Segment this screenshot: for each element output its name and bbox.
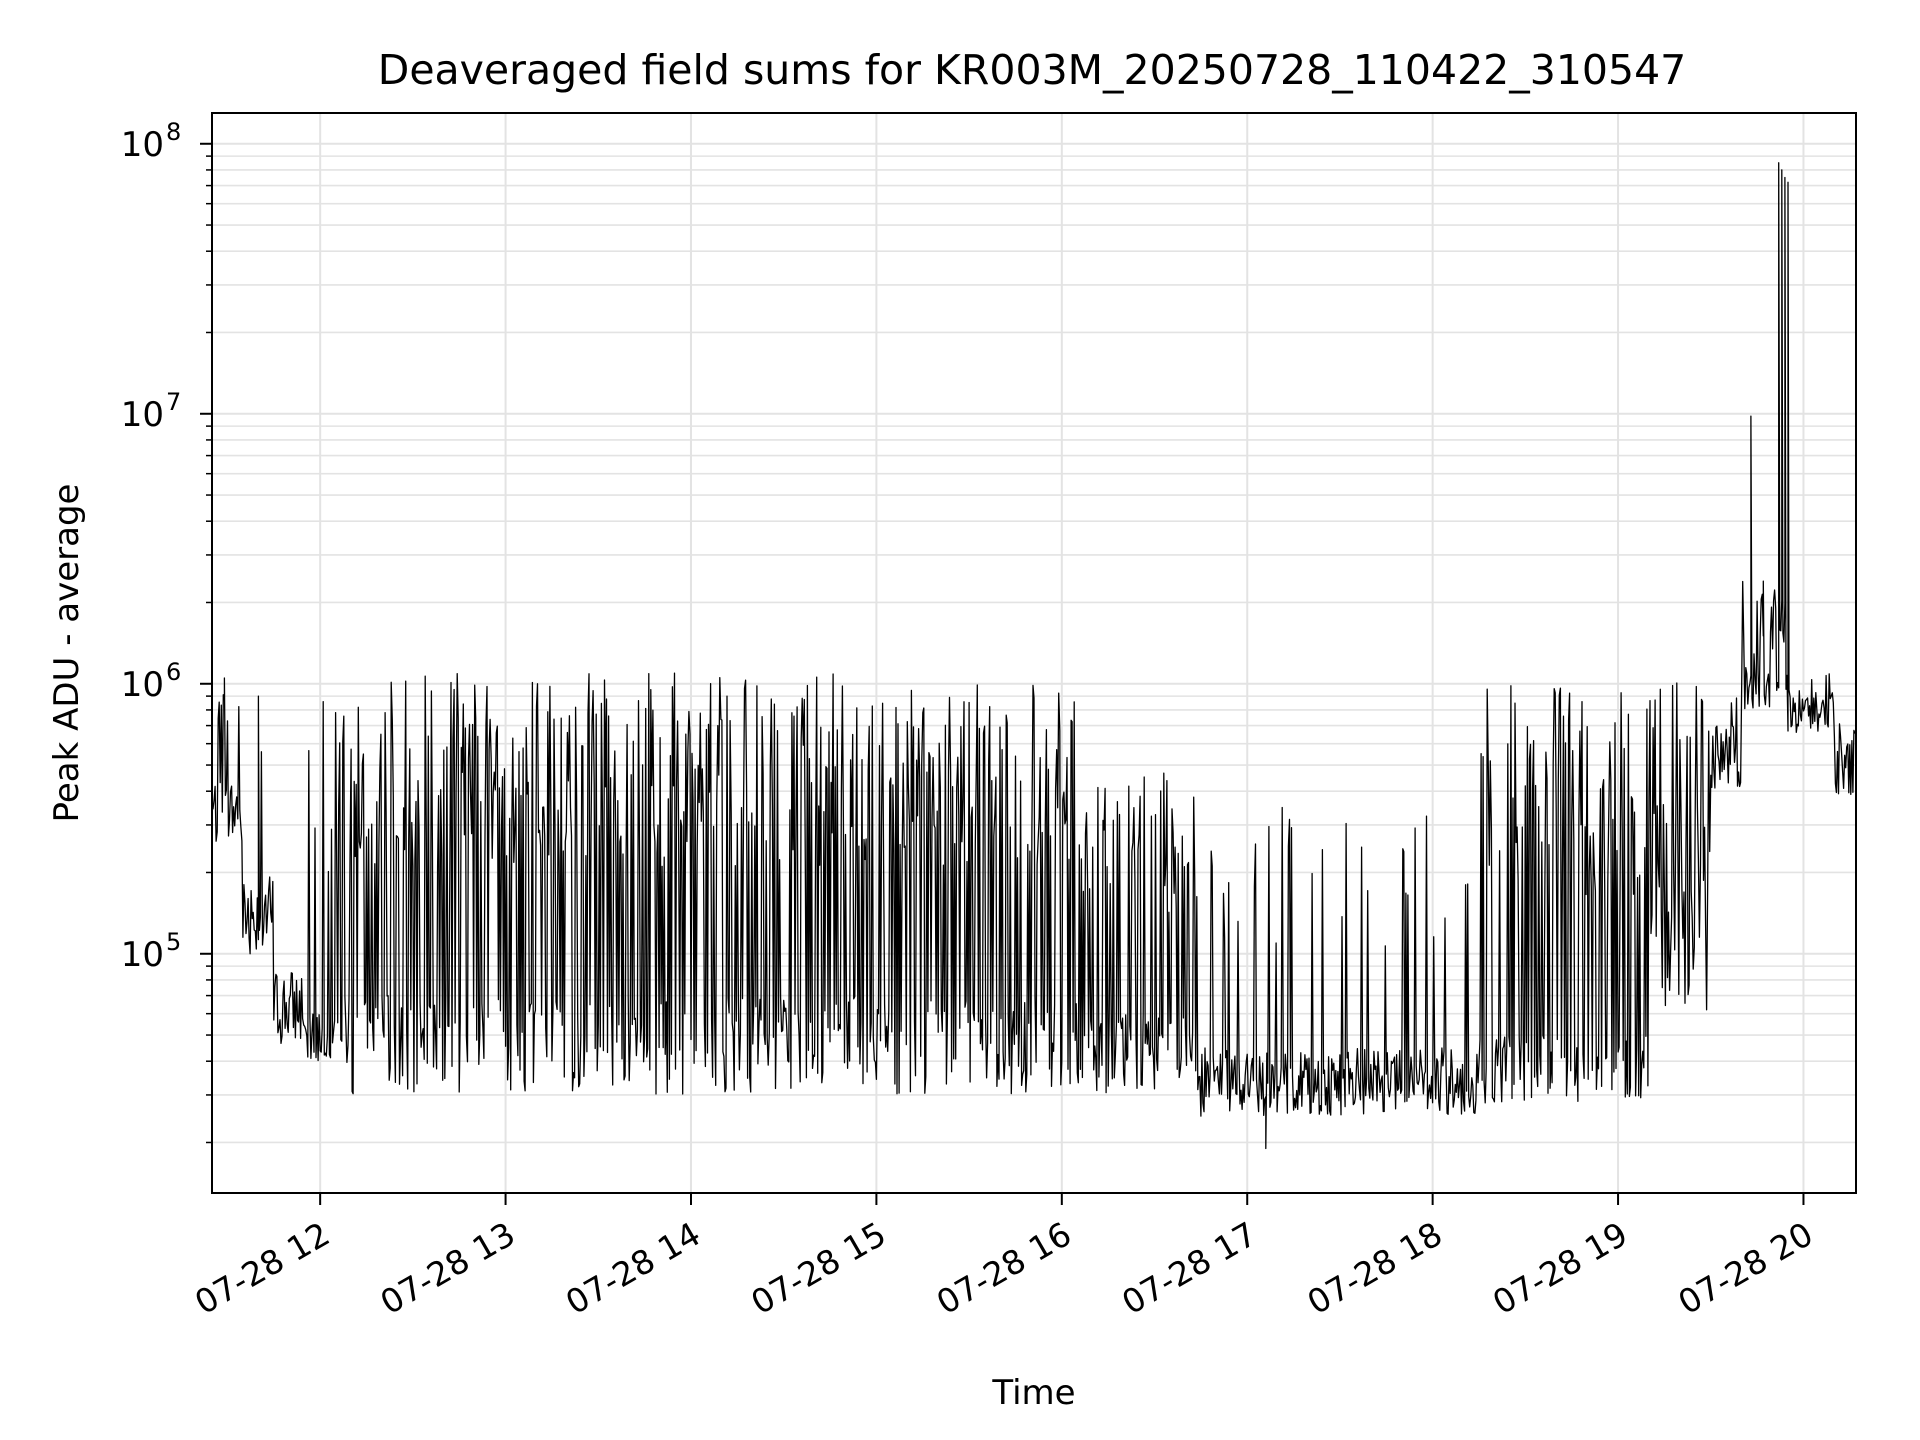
y-tick-label: 10 bbox=[121, 125, 164, 165]
y-tick-exponent: 6 bbox=[166, 658, 181, 686]
y-tick-exponent: 5 bbox=[166, 928, 181, 956]
y-tick-exponent: 7 bbox=[166, 388, 181, 416]
chart-title: Deaveraged field sums for KR003M_2025072… bbox=[378, 46, 1687, 94]
series-line bbox=[211, 162, 1856, 1150]
y-tick-label: 10 bbox=[121, 935, 164, 975]
series-path bbox=[211, 162, 1856, 1150]
plot-frame bbox=[211, 112, 1857, 1194]
y-tick-label: 10 bbox=[121, 665, 164, 705]
x-axis-label: Time bbox=[991, 1373, 1075, 1413]
y-tick-exponent: 8 bbox=[166, 118, 181, 146]
y-axis-label: Peak ADU - average bbox=[47, 484, 87, 823]
y-tick-label: 10 bbox=[121, 395, 164, 435]
